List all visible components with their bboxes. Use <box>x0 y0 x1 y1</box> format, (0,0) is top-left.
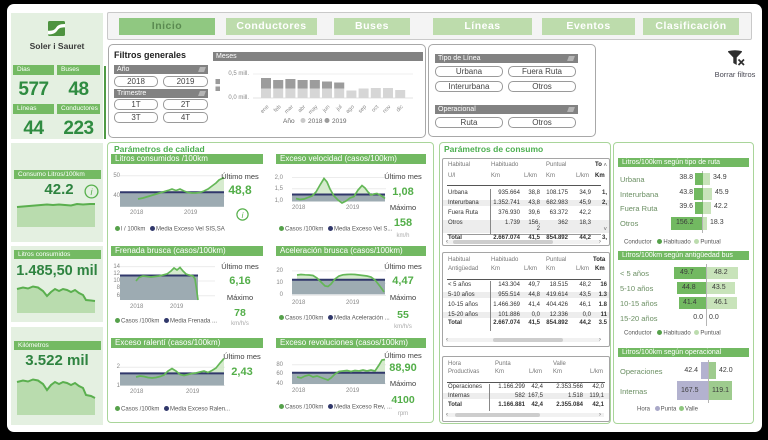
svg-text:sep: sep <box>357 104 368 115</box>
svg-text:abr: abr <box>297 104 307 114</box>
svg-text:oct: oct <box>371 104 381 114</box>
svg-text:0,5 mill.: 0,5 mill. <box>228 71 249 77</box>
svg-text:2019: 2019 <box>332 118 347 125</box>
svg-text:i: i <box>91 187 94 197</box>
svg-text:jun: jun <box>321 104 331 114</box>
svg-text:0,0 mill.: 0,0 mill. <box>228 95 249 101</box>
svg-text:jul: jul <box>335 104 344 113</box>
svg-text:i: i <box>242 210 244 219</box>
svg-text:feb: feb <box>273 104 283 114</box>
svg-text:Año: Año <box>283 118 295 125</box>
svg-text:ago: ago <box>345 104 356 115</box>
svg-text:nov: nov <box>382 104 393 115</box>
svg-text:dic: dic <box>395 104 404 113</box>
svg-text:may: may <box>308 104 320 116</box>
svg-text:2018: 2018 <box>308 118 323 125</box>
svg-text:ene: ene <box>260 104 271 115</box>
svg-text:mar: mar <box>284 104 295 115</box>
